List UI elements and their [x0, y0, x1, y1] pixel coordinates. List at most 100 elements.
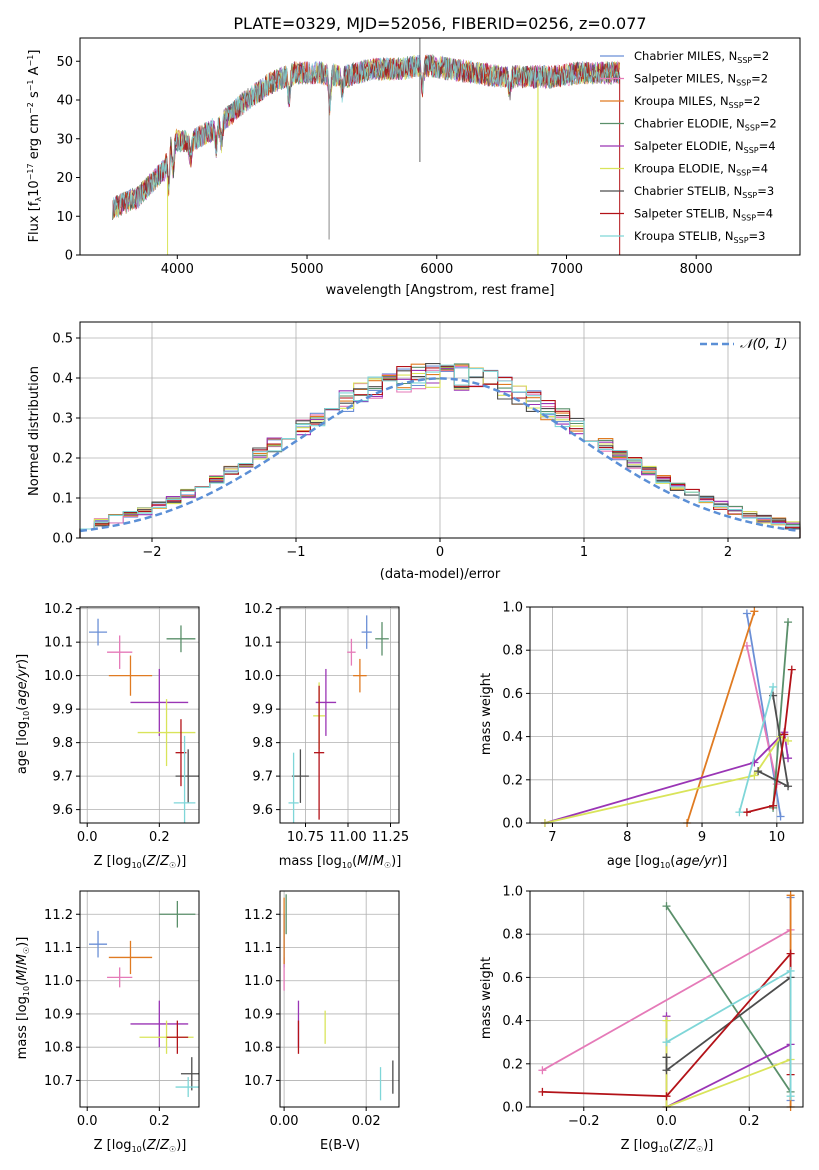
y-tick-label: 9.7 [52, 770, 73, 785]
legend-label: Chabrier MILES, NSSP=2 [634, 49, 769, 65]
weight-line [541, 929, 792, 1072]
weight-marker [784, 736, 793, 745]
weight-marker [742, 808, 751, 817]
spectrum-series-group [112, 38, 621, 255]
tick-group: 0.0 0.2 9.6 9.7 9.8 9.9 10.0 10.1 10.2 [44, 602, 170, 845]
legend-label: Chabrier STELIB, NSSP=3 [634, 184, 774, 200]
y-tick-label: 10.2 [244, 602, 273, 617]
legend-subscript: SSP [745, 124, 760, 133]
weight-marker [662, 1016, 671, 1025]
y-tick-label: 0.6 [502, 971, 523, 986]
weight-marker [784, 618, 793, 627]
errorbar-group [89, 618, 199, 823]
y-tick-label: 10.2 [44, 602, 73, 617]
y-tick-label: 20 [56, 171, 73, 186]
y-tick-label: 9.9 [52, 703, 73, 718]
weight-marker [662, 902, 671, 911]
x-tick-label: 9 [698, 830, 706, 845]
weight-vs-z-xlabel: Z [log10(Z/Z☉)] [621, 1138, 714, 1154]
legend-subscript: SSP [737, 56, 752, 65]
y-tick-label: 9.6 [252, 803, 273, 818]
x-tick-label: 11.25 [372, 830, 409, 845]
weight-line [772, 622, 789, 808]
axes-frame [79, 890, 200, 1108]
weight-vs-metallicity-panel: −0.2 0.0 0.2 0.0 0.2 0.4 0.6 0.8 1.0 [502, 885, 804, 1130]
x-tick-label: −2 [142, 545, 161, 560]
y-tick-label: 0.2 [502, 1057, 523, 1072]
legend-value: =3 [757, 184, 774, 198]
y-tick-label: 10.1 [44, 636, 73, 651]
tick-group: 0.00 0.02 10.7 10.8 10.9 11.0 11.1 11.2 [244, 908, 381, 1129]
axes-frame [279, 890, 400, 1108]
y-tick-label: 0 [65, 249, 73, 264]
y-tick-label: 40 [56, 94, 73, 109]
weight-line [746, 645, 778, 785]
y-tick-label: 11.1 [44, 941, 73, 956]
weight-marker [662, 1053, 671, 1062]
y-tick-label: 9.6 [52, 803, 73, 818]
weight-marker [662, 1038, 671, 1047]
x-tick-label: 7 [548, 830, 556, 845]
mass-vs-z-xlabel: Z [log10(Z/Z☉)] [94, 1138, 187, 1154]
weight-marker [784, 754, 793, 763]
axes-frame [279, 606, 400, 824]
y-tick-label: 0.5 [52, 332, 73, 347]
weight-marker [750, 607, 759, 616]
x-tick-label: 7000 [550, 262, 583, 277]
y-tick-label: 10 [56, 210, 73, 225]
legend-value: =4 [756, 207, 773, 221]
weight-marker [776, 812, 785, 821]
x-tick-label: 4000 [161, 262, 194, 277]
legend-label: Salpeter MILES, NSSP=2 [634, 72, 768, 88]
y-tick-label: 11.0 [244, 974, 273, 989]
weight-marker [742, 609, 751, 618]
histogram-ticks: −2 −1 0 1 2 0.0 0.1 0.2 0.3 0.4 0.5 [52, 332, 732, 561]
y-tick-label: 10.8 [244, 1041, 273, 1056]
legend-label: Kroupa ELODIE, NSSP=4 [634, 162, 768, 178]
y-tick-label: 10.0 [44, 669, 73, 684]
weight-marker [662, 1066, 671, 1075]
spectrum-axes-frame [79, 37, 801, 256]
axes-frame [529, 606, 804, 824]
age-vs-z-ylabel: age [log10(age/yr)] [15, 654, 31, 774]
tick-group: −0.2 0.0 0.2 0.0 0.2 0.4 0.6 0.8 1.0 [502, 885, 759, 1130]
histogram-series-group [79, 363, 801, 538]
legend-subscript: SSP [736, 79, 751, 88]
x-tick-label: 0 [436, 545, 444, 560]
weight-marker [538, 1087, 547, 1096]
age-vs-mass-panel: 10.75 11.00 11.25 9.6 9.7 9.8 9.9 10.0 10.1 10.2 [244, 602, 409, 845]
x-tick-label: 0.2 [149, 1114, 170, 1129]
y-tick-label: 11.1 [244, 941, 273, 956]
weight-line [665, 905, 792, 1093]
weight-vs-age-panel: 7 8 9 10 0.0 0.2 0.4 0.6 0.8 1.0 [502, 601, 804, 845]
weight-vs-z-ylabel: mass weight [479, 957, 494, 1039]
y-tick-label: 10.8 [44, 1041, 73, 1056]
x-tick-label: −1 [286, 545, 305, 560]
weight-marker [754, 767, 763, 776]
histogram-xlabel: (data-model)/error [380, 567, 501, 582]
legend-value: =2 [760, 117, 777, 131]
y-tick-label: 0.2 [52, 452, 73, 467]
x-tick-label: 0.02 [352, 1114, 381, 1129]
y-tick-label: 10.0 [244, 669, 273, 684]
y-tick-label: 9.8 [52, 736, 73, 751]
x-tick-label: −0.2 [568, 1114, 600, 1129]
y-tick-label: 10.1 [244, 636, 273, 651]
weight-marker [786, 949, 795, 958]
legend-value: =4 [751, 162, 768, 176]
weight-marker [787, 665, 796, 674]
x-tick-label: 0.2 [739, 1114, 760, 1129]
legend-label: Kroupa STELIB, NSSP=3 [634, 229, 765, 245]
y-tick-label: 0.1 [52, 492, 73, 507]
y-tick-label: 0.2 [502, 773, 523, 788]
x-tick-label: 0.0 [656, 1114, 677, 1129]
y-tick-label: 0.4 [502, 730, 523, 745]
y-tick-label: 9.9 [252, 703, 273, 718]
x-tick-label: 8 [623, 830, 631, 845]
y-tick-label: 30 [56, 132, 73, 147]
x-tick-label: 11.00 [329, 830, 366, 845]
legend-subscript: SSP [736, 169, 751, 178]
errorbar-group [89, 900, 199, 1098]
legend-value: =3 [749, 229, 766, 243]
